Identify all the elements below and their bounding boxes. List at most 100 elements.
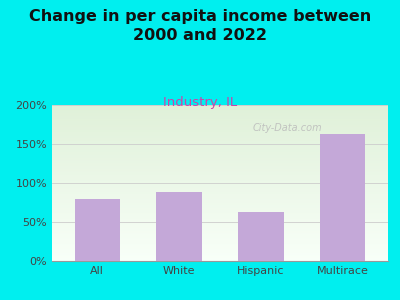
Bar xyxy=(52,203,388,205)
Bar xyxy=(52,225,388,227)
Bar xyxy=(52,166,388,167)
Bar xyxy=(52,220,388,222)
Bar xyxy=(52,236,388,238)
Bar xyxy=(52,216,388,217)
Bar xyxy=(52,209,388,211)
Bar xyxy=(74,199,120,261)
Bar xyxy=(52,247,388,248)
Bar xyxy=(52,178,388,180)
Bar xyxy=(52,239,388,241)
Bar xyxy=(52,235,388,236)
Bar xyxy=(52,250,388,252)
Bar xyxy=(52,199,388,200)
Text: Industry, IL: Industry, IL xyxy=(163,96,237,109)
Bar xyxy=(52,144,388,146)
Bar xyxy=(52,124,388,125)
Bar xyxy=(52,167,388,169)
Bar xyxy=(52,260,388,261)
Bar xyxy=(52,202,388,203)
Bar xyxy=(52,244,388,245)
Bar xyxy=(52,130,388,131)
Bar xyxy=(52,227,388,228)
Bar xyxy=(52,138,388,139)
Bar xyxy=(52,188,388,189)
Bar xyxy=(52,231,388,233)
Bar xyxy=(52,217,388,219)
Bar xyxy=(52,208,388,209)
Bar xyxy=(52,200,388,202)
Bar xyxy=(52,228,388,230)
Bar xyxy=(52,213,388,214)
Bar xyxy=(52,241,388,242)
Bar xyxy=(52,242,388,244)
Bar xyxy=(156,192,202,261)
Bar xyxy=(52,252,388,253)
Bar xyxy=(52,119,388,121)
Bar xyxy=(52,238,388,239)
Bar xyxy=(52,121,388,122)
Bar xyxy=(52,160,388,161)
Bar xyxy=(52,152,388,153)
Bar xyxy=(52,245,388,247)
Bar xyxy=(52,258,388,260)
Bar xyxy=(52,136,388,138)
Bar xyxy=(52,150,388,152)
Bar xyxy=(52,186,388,188)
Text: City-Data.com: City-Data.com xyxy=(252,123,322,134)
Bar xyxy=(52,146,388,147)
Bar xyxy=(52,222,388,224)
Bar xyxy=(52,189,388,191)
Bar xyxy=(52,161,388,163)
Bar xyxy=(52,113,388,114)
Bar xyxy=(52,194,388,196)
Bar xyxy=(52,184,388,186)
Bar xyxy=(52,205,388,206)
Bar xyxy=(52,214,388,216)
Bar xyxy=(52,110,388,111)
Bar xyxy=(52,183,388,184)
Bar xyxy=(52,133,388,135)
Bar xyxy=(52,230,388,231)
Bar xyxy=(52,127,388,128)
Bar xyxy=(52,255,388,256)
Bar xyxy=(52,192,388,194)
Bar xyxy=(52,206,388,208)
Bar xyxy=(52,155,388,157)
Text: Change in per capita income between
2000 and 2022: Change in per capita income between 2000… xyxy=(29,9,371,43)
Bar xyxy=(52,105,388,106)
Bar xyxy=(238,212,284,261)
Bar xyxy=(52,256,388,258)
Bar xyxy=(52,111,388,113)
Bar xyxy=(52,172,388,174)
Bar xyxy=(52,175,388,177)
Bar xyxy=(52,114,388,116)
Bar xyxy=(52,253,388,255)
Bar xyxy=(320,134,366,261)
Bar xyxy=(52,191,388,192)
Bar xyxy=(52,196,388,197)
Bar xyxy=(52,131,388,133)
Bar xyxy=(52,135,388,136)
Bar xyxy=(52,128,388,130)
Bar xyxy=(52,149,388,150)
Bar xyxy=(52,139,388,141)
Bar xyxy=(52,174,388,175)
Bar xyxy=(52,158,388,160)
Bar xyxy=(52,153,388,155)
Bar xyxy=(52,170,388,172)
Bar xyxy=(52,118,388,119)
Bar xyxy=(52,248,388,250)
Bar xyxy=(52,224,388,225)
Bar xyxy=(52,169,388,170)
Bar xyxy=(52,177,388,178)
Bar xyxy=(52,233,388,235)
Bar xyxy=(52,163,388,164)
Bar xyxy=(52,147,388,149)
Bar xyxy=(52,219,388,220)
Bar xyxy=(52,141,388,142)
Bar xyxy=(52,211,388,213)
Bar xyxy=(52,142,388,144)
Bar xyxy=(52,122,388,124)
Bar xyxy=(52,116,388,118)
Bar xyxy=(52,106,388,108)
